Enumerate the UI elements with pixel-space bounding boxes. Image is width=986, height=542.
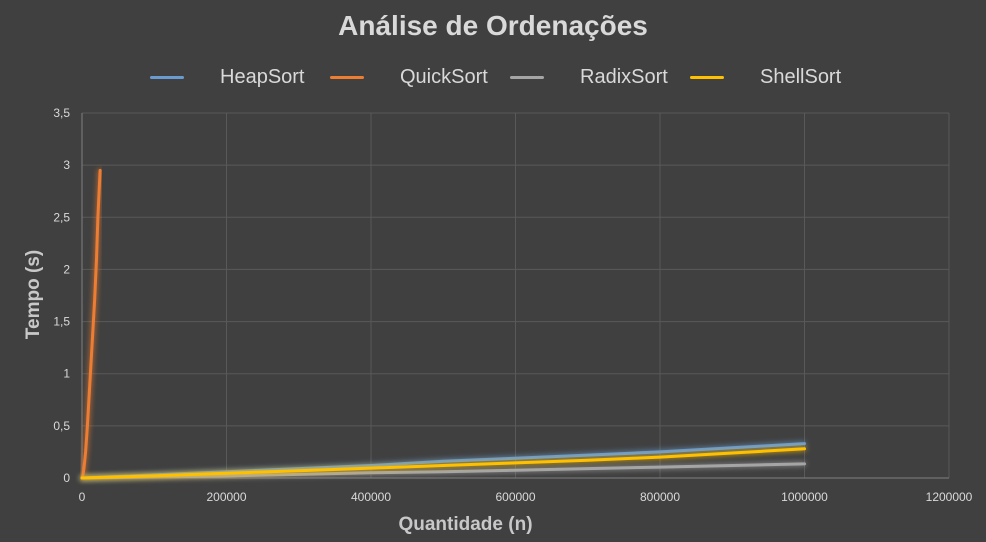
x-tick-label: 0 (79, 490, 86, 504)
legend-swatch (510, 75, 544, 79)
legend-swatch (150, 75, 184, 79)
y-tick-label: 1 (63, 367, 70, 381)
legend-label: ShellSort (760, 65, 842, 88)
chart-title: Análise de Ordenações (338, 10, 648, 41)
legend-item-shellsort: ShellSort (690, 64, 841, 90)
legend-item-heapsort: HeapSort (150, 64, 305, 90)
legend-swatch (690, 75, 724, 79)
y-tick-label: 0 (63, 471, 70, 485)
y-tick-label: 3,5 (53, 106, 70, 120)
legend-label: RadixSort (580, 65, 668, 88)
x-tick-label: 800000 (640, 490, 680, 504)
legend-label: HeapSort (220, 65, 305, 88)
x-tick-label: 1200000 (926, 490, 973, 504)
x-tick-label: 200000 (206, 490, 246, 504)
legend-swatch (330, 75, 364, 79)
series-line-shellsort (80, 447, 806, 480)
legend-item-quicksort: QuickSort (330, 64, 488, 90)
x-tick-label: 600000 (495, 490, 535, 504)
x-tick-label: 400000 (351, 490, 391, 504)
y-tick-label: 2,5 (53, 210, 70, 224)
x-axis-title: Quantidade (n) (398, 514, 532, 535)
y-tick-label: 0,5 (53, 419, 70, 433)
y-axis-title: Tempo (s) (23, 250, 44, 339)
legend-item-radixsort: RadixSort (510, 64, 668, 90)
y-tick-label: 3 (63, 158, 70, 172)
series-line-radixsort (80, 462, 806, 480)
series-line-quicksort (80, 168, 102, 480)
x-tick-label: 1000000 (781, 490, 828, 504)
y-tick-label: 1,5 (53, 315, 70, 329)
chart-legend: HeapSort QuickSort RadixSort ShellSort (0, 64, 986, 90)
y-tick-label: 2 (63, 262, 70, 276)
legend-label: QuickSort (400, 65, 488, 88)
